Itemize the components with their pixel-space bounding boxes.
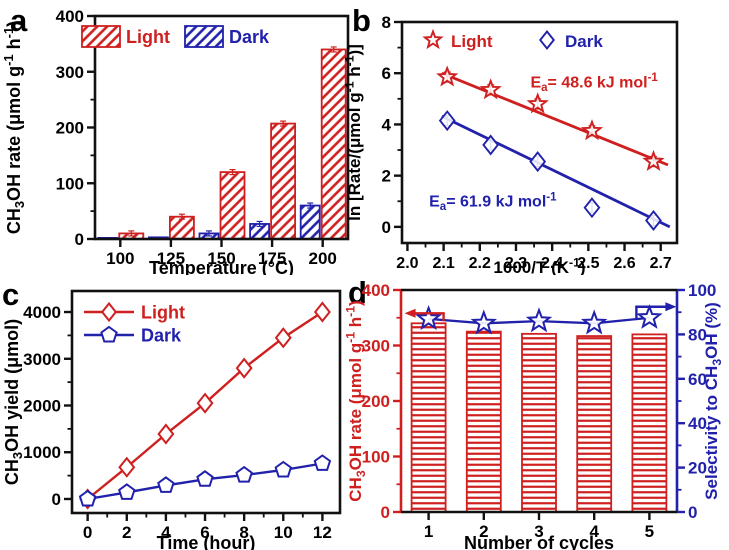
a-ylabel: CH3OH rate (μmol g-1 h-1) [1, 21, 27, 234]
a-legend-light: Light [126, 27, 170, 47]
b-xlabel: 1000/T (K-1) [493, 256, 585, 275]
d-xtick: 3 [534, 522, 543, 541]
a-ytick: 200 [56, 119, 84, 138]
d-ytick-left: 300 [362, 337, 390, 356]
b-legend: Light Dark [422, 28, 603, 51]
d-ytick-right: 40 [688, 414, 707, 433]
c-xtick: 6 [200, 523, 209, 542]
panel-d-chart: 0 100 200 300 400 0 20 40 60 80 100 1 2 3 4 5 Number of … [344, 275, 729, 550]
b-xtick: 2.3 [505, 255, 527, 272]
panel-c-label: c [2, 277, 20, 312]
a-legend-dark: Dark [229, 27, 270, 47]
b-axes [394, 20, 662, 251]
c-series [78, 301, 332, 510]
b-legend-dark: Dark [565, 32, 603, 51]
b-annotation-1: Ea= 61.9 kJ mol-1 [429, 191, 557, 213]
c-ytick: 0 [52, 490, 61, 509]
panel-a-label: a [10, 3, 28, 38]
a-xlabel: Temperature (°C) [149, 258, 294, 275]
b-plot-frame [400, 20, 679, 245]
a-xtick: 100 [106, 249, 134, 268]
a-ytick: 300 [56, 63, 84, 82]
b-xtick: 2.7 [650, 255, 672, 272]
d-ytick-right: 80 [688, 325, 707, 344]
d-bars [410, 322, 668, 513]
d-ytick-left: 0 [381, 503, 390, 522]
b-ytick: 6 [382, 64, 391, 83]
c-axes [64, 310, 324, 521]
d-ylabel-right: Selectivity to CH3OH (%) [702, 302, 724, 500]
b-xtick: 2.5 [577, 255, 599, 272]
a-ytick: 400 [56, 7, 84, 26]
d-xlabel: Number of cycles [464, 533, 614, 550]
b-ytick: 2 [382, 167, 391, 186]
c-ytick: 4000 [23, 303, 61, 322]
d-ytick-left: 200 [362, 392, 390, 411]
c-xtick: 10 [274, 523, 293, 542]
d-ytick-right: 60 [688, 370, 707, 389]
b-ytick: 0 [382, 218, 391, 237]
panel-c-chart: 0 2 4 6 8 10 12 0 1000 2000 3000 4000 Light Dark Time … [0, 275, 365, 550]
c-ytick: 3000 [23, 350, 61, 369]
c-legend-dark: Dark [141, 326, 182, 346]
b-xtick: 2.1 [432, 255, 454, 272]
d-ylabel-left: CH3OH rate (μmol g-1 h-1) [345, 300, 368, 501]
c-ytick: 2000 [23, 397, 61, 416]
d-xtick: 2 [479, 522, 488, 541]
c-xlabel: Time (hour) [157, 533, 256, 550]
d-xtick: 4 [589, 522, 599, 541]
c-xtick: 0 [83, 523, 92, 542]
b-ylabel: ln [Rate/(μmol g-1 h-1)] [345, 44, 364, 221]
c-xtick: 12 [313, 523, 332, 542]
c-plot-frame [70, 289, 342, 515]
panel-b-label: b [352, 3, 371, 38]
c-xtick: 8 [239, 523, 248, 542]
d-ytick-right: 100 [688, 281, 716, 300]
a-bars [97, 46, 347, 240]
b-xtick: 2.2 [469, 255, 491, 272]
panel-a-chart: 0 100 200 300 400 100 125 150 175 200 Light Dark Tem… [0, 0, 365, 278]
c-ytick: 1000 [23, 443, 61, 462]
a-ytick: 0 [75, 230, 84, 249]
a-xtick: 175 [258, 249, 286, 268]
c-xtick: 4 [161, 523, 171, 542]
b-annotation-0: Ea= 48.6 kJ mol-1 [530, 72, 658, 94]
c-legend: Light Dark [84, 301, 185, 346]
d-axis-arrows [404, 302, 677, 322]
d-ytick-left: 100 [362, 448, 390, 467]
b-ytick: 8 [382, 13, 391, 32]
b-ytick: 4 [382, 115, 392, 134]
b-series [436, 65, 671, 231]
panel-d-label: d [348, 275, 367, 310]
a-xtick: 150 [207, 249, 235, 268]
c-ylabel: CH3OH yield (μmol) [2, 319, 25, 485]
a-legend: Light Dark [81, 25, 270, 48]
d-xtick: 5 [645, 522, 654, 541]
d-selectivity-series [415, 303, 663, 335]
b-xtick: 2.6 [613, 255, 635, 272]
a-ytick: 100 [56, 174, 84, 193]
a-xtick: 200 [309, 249, 337, 268]
b-legend-light: Light [451, 32, 493, 51]
d-ytick-right: 20 [688, 459, 707, 478]
panel-b-chart: 2.0 2.1 2.2 2.3 2.4 2.5 2.6 2.7 0 2 4 6 8 Light Dark Ea… [343, 0, 729, 277]
b-xtick: 2.4 [541, 255, 563, 272]
c-legend-light: Light [141, 303, 185, 323]
d-ytick-right: 0 [688, 503, 697, 522]
a-plot-frame [93, 14, 350, 241]
c-xtick: 2 [122, 523, 131, 542]
d-xtick: 1 [424, 522, 433, 541]
a-xtick: 125 [157, 249, 185, 268]
b-xtick: 2.0 [396, 255, 418, 272]
d-ytick-left: 400 [362, 281, 390, 300]
